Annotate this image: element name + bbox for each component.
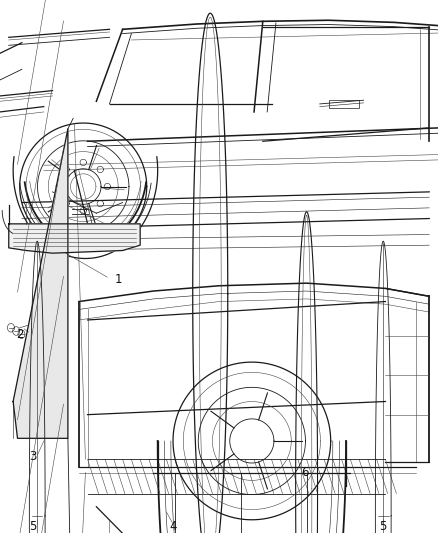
Text: 5: 5 (380, 520, 387, 533)
Polygon shape (9, 224, 140, 253)
Text: 5: 5 (29, 520, 36, 533)
Text: 2: 2 (16, 328, 24, 341)
Text: 4: 4 (169, 520, 177, 533)
Text: 1: 1 (114, 273, 122, 286)
Bar (328, 100, 359, 108)
Text: 6: 6 (300, 466, 308, 479)
Text: 3: 3 (29, 450, 36, 463)
Polygon shape (13, 129, 68, 438)
